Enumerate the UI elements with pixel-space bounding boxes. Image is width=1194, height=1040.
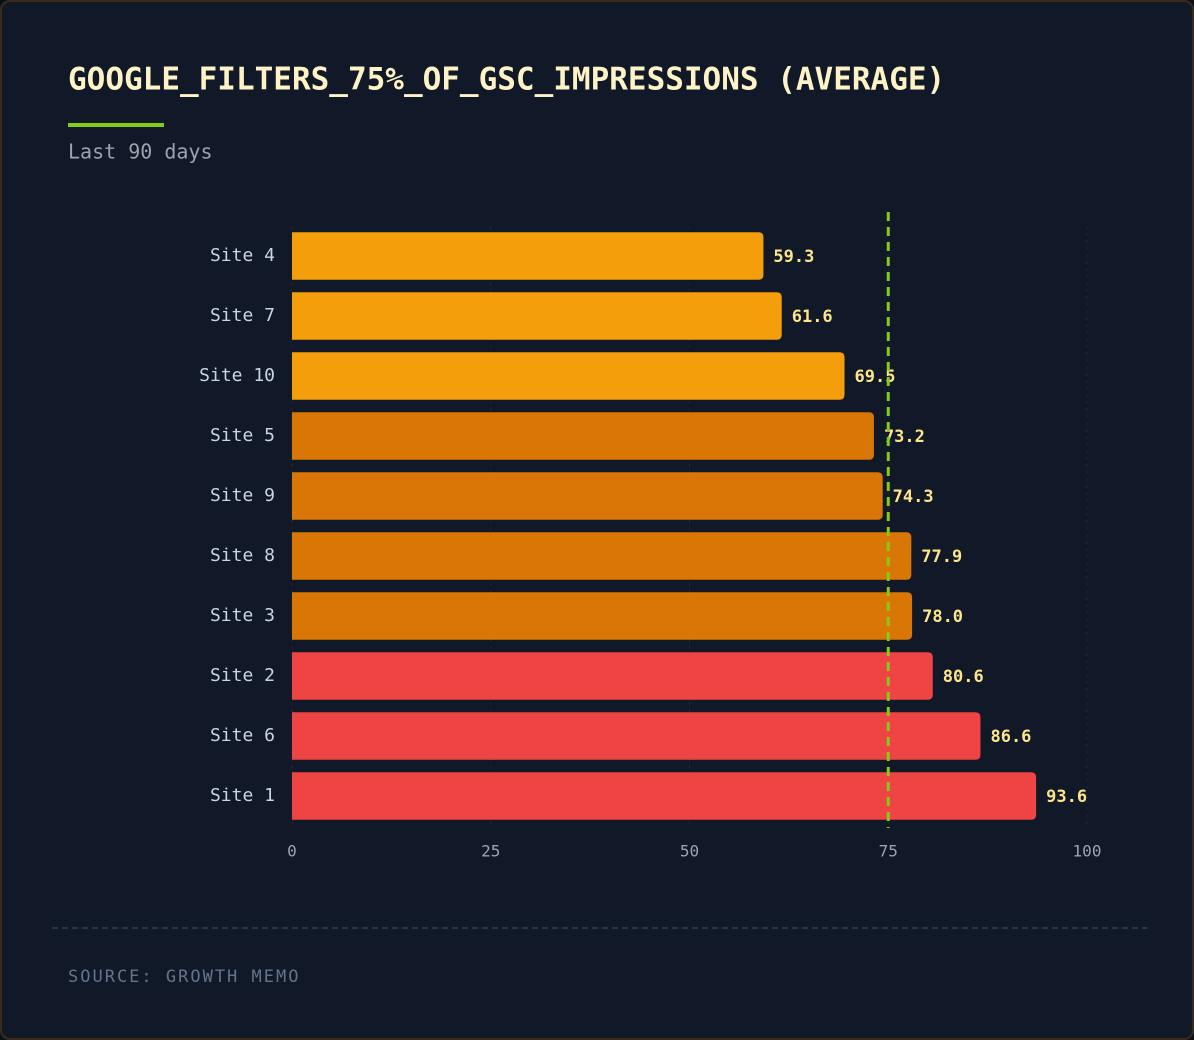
x-tick-label: 50 [680, 842, 699, 861]
x-tick-label: 75 [879, 842, 898, 861]
value-label: 77.9 [921, 547, 962, 567]
value-label: 61.6 [792, 307, 833, 327]
value-label: 78.0 [922, 607, 963, 627]
bar [292, 772, 1037, 820]
y-tick-label: Site 5 [210, 425, 275, 446]
x-tick-label: 0 [287, 842, 297, 861]
value-label: 74.3 [893, 487, 934, 507]
bar [292, 712, 981, 760]
y-tick-label: Site 6 [210, 725, 275, 746]
y-tick-label: Site 8 [210, 545, 275, 566]
x-tick-label: 25 [481, 842, 500, 861]
source: SOURCE: GROWTH MEMO [68, 967, 300, 987]
bar [292, 592, 913, 640]
y-tick-label: Site 2 [210, 665, 275, 686]
x-tick-label: 100 [1073, 842, 1102, 861]
y-tick-label: Site 7 [210, 305, 275, 326]
value-label: 93.6 [1046, 787, 1087, 807]
bar [292, 472, 883, 520]
bar [292, 232, 764, 280]
y-tick-label: Site 9 [210, 485, 275, 506]
bar [292, 352, 845, 400]
chart-subtitle: Last 90 days [68, 140, 213, 164]
y-tick-label: Site 1 [210, 785, 275, 806]
y-tick-label: Site 10 [199, 365, 275, 386]
value-label: 86.6 [990, 727, 1031, 747]
value-label: 73.2 [884, 427, 925, 447]
y-tick-label: Site 4 [210, 245, 275, 266]
value-label: 80.6 [943, 667, 984, 687]
bar [292, 532, 912, 580]
bar [292, 652, 933, 700]
y-tick-label: Site 3 [210, 605, 275, 626]
bar [292, 412, 874, 460]
chart-title: GOOGLE_FILTERS_75%_OF_GSC_IMPRESSIONS (A… [68, 62, 945, 98]
bar [292, 292, 782, 340]
value-label: 59.3 [773, 247, 814, 267]
title-underline [68, 123, 164, 127]
value-label: 69.5 [855, 367, 896, 387]
